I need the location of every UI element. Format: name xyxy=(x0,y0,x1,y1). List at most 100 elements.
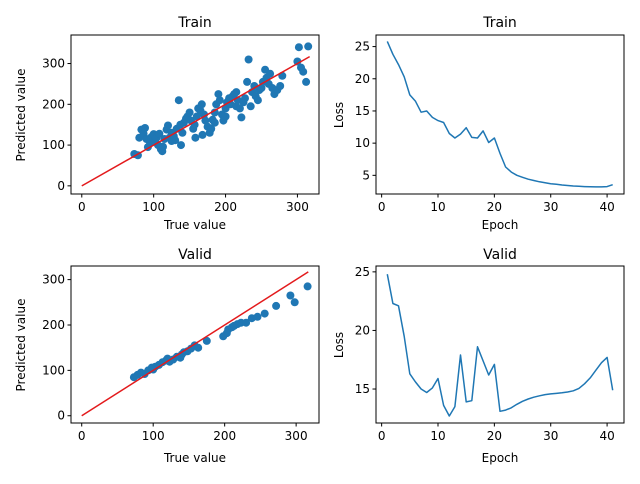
train-loss-axes-frame xyxy=(375,34,625,195)
train-scatter-point xyxy=(178,128,187,137)
valid-scatter-reference-line xyxy=(81,271,309,417)
train-loss-xtick-label: 30 xyxy=(543,200,558,214)
valid-scatter-ytick-label: 300 xyxy=(42,273,65,287)
train-scatter-xtick-label: 100 xyxy=(142,200,165,214)
train-scatter-point xyxy=(221,112,230,121)
valid-scatter-xlabel: True value xyxy=(163,451,226,465)
train-scatter-point xyxy=(304,42,313,51)
valid-scatter-point xyxy=(260,309,269,318)
valid-scatter-xtick-label: 100 xyxy=(142,429,165,443)
valid-loss-yticks: 15 20 25 xyxy=(355,265,376,396)
train-loss-marks xyxy=(386,41,613,188)
train-scatter-point xyxy=(299,67,308,76)
train-scatter-point xyxy=(192,112,201,121)
train-scatter-point xyxy=(294,43,303,52)
train-scatter-point xyxy=(246,102,255,111)
valid-scatter-point xyxy=(290,298,299,307)
train-scatter-point xyxy=(293,57,302,66)
train-scatter-xtick-label: 0 xyxy=(78,200,86,214)
train-scatter-point xyxy=(200,110,208,119)
valid-scatter-point xyxy=(272,301,281,310)
valid-scatter-title: Valid xyxy=(178,247,212,263)
train-scatter-point xyxy=(210,118,219,127)
valid-scatter-ylabel: Predicted value xyxy=(14,299,28,392)
train-scatter-point xyxy=(244,55,253,64)
train-loss-xtick-label: 0 xyxy=(378,200,386,214)
train-scatter-point xyxy=(253,96,262,105)
train-scatter-point xyxy=(215,96,224,105)
valid-scatter-point xyxy=(253,312,262,321)
train-loss-xticks: 0 10 20 30 40 xyxy=(378,194,615,214)
valid-scatter-point xyxy=(242,318,251,327)
train-scatter-point xyxy=(141,124,149,132)
valid-loss-ytick-label: 25 xyxy=(355,265,370,279)
panel-train-loss: 0 10 20 30 40 5 10 15 20 25 Train Epoch Loss xyxy=(332,15,625,232)
valid-loss-xtick-label: 0 xyxy=(378,429,386,443)
train-scatter-title: Train xyxy=(177,15,212,31)
valid-scatter-point xyxy=(303,282,312,291)
train-scatter-point xyxy=(232,88,241,97)
valid-loss-axes-frame xyxy=(375,265,625,424)
train-scatter-point xyxy=(155,129,164,138)
valid-scatter-xtick-label: 0 xyxy=(78,429,86,443)
valid-scatter-yticks: 0 100 200 300 xyxy=(42,273,71,423)
train-scatter-xtick-label: 200 xyxy=(214,200,237,214)
train-scatter-point xyxy=(237,113,246,122)
train-scatter-point xyxy=(241,94,249,103)
train-scatter-point xyxy=(276,82,285,90)
valid-scatter-ytick-label: 200 xyxy=(42,318,65,332)
train-loss-xtick-label: 20 xyxy=(487,200,502,214)
train-scatter-point xyxy=(257,84,266,92)
train-loss-ytick-label: 15 xyxy=(355,104,370,118)
valid-loss-xticks: 0 10 20 30 40 xyxy=(378,423,615,443)
train-scatter-marks xyxy=(81,42,313,187)
train-scatter-point xyxy=(177,141,185,150)
valid-loss-xlabel: Epoch xyxy=(482,451,519,465)
train-loss-yticks: 5 10 15 20 25 xyxy=(355,40,376,182)
train-loss-ytick-label: 20 xyxy=(355,72,370,86)
train-scatter-yticks: 0 100 200 300 xyxy=(42,57,71,193)
valid-loss-title: Valid xyxy=(483,247,517,263)
valid-scatter-xtick-label: 200 xyxy=(213,429,236,443)
valid-scatter-ytick-label: 0 xyxy=(57,409,65,423)
train-scatter-reference-line xyxy=(81,55,311,187)
train-scatter-point xyxy=(207,124,216,133)
valid-loss-xtick-label: 30 xyxy=(543,429,558,443)
panel-valid-scatter: 0 100 200 300 0 100 200 300 Valid True value P… xyxy=(14,247,320,465)
train-scatter-point xyxy=(167,137,176,145)
train-scatter-ylabel: Predicted value xyxy=(14,69,28,162)
train-scatter-point xyxy=(198,130,207,139)
panel-train-scatter: 0 100 200 300 0 100 200 300 Train True value P… xyxy=(14,15,320,232)
train-scatter-xlabel: True value xyxy=(163,218,226,232)
train-scatter-ytick-label: 100 xyxy=(42,138,65,152)
train-scatter-point xyxy=(185,108,194,117)
train-scatter-axes-frame xyxy=(70,34,320,195)
valid-loss-ytick-label: 20 xyxy=(355,323,370,337)
train-loss-xtick-label: 10 xyxy=(430,200,445,214)
train-scatter-ytick-label: 300 xyxy=(42,57,65,71)
valid-scatter-marks xyxy=(81,271,312,417)
valid-scatter-xticks: 0 100 200 300 xyxy=(78,423,308,443)
train-loss-title: Train xyxy=(482,15,517,31)
train-loss-ytick-label: 5 xyxy=(362,168,370,182)
train-loss-ytick-label: 25 xyxy=(355,40,370,54)
valid-loss-ytick-label: 15 xyxy=(355,382,370,396)
train-scatter-point xyxy=(243,77,252,86)
valid-scatter-point xyxy=(177,350,186,359)
panel-valid-loss: 0 10 20 30 40 15 20 25 Valid Epoch Loss xyxy=(332,247,625,465)
train-scatter-point xyxy=(159,142,167,151)
train-loss-ylabel: Loss xyxy=(332,102,346,128)
valid-loss-marks xyxy=(386,274,614,417)
train-scatter-point xyxy=(302,77,311,86)
train-scatter-point xyxy=(210,108,219,117)
valid-scatter-axes-frame xyxy=(70,265,320,424)
train-scatter-point xyxy=(197,100,206,109)
train-scatter-point xyxy=(164,121,172,130)
valid-loss-xtick-label: 20 xyxy=(487,429,502,443)
train-scatter-point xyxy=(235,104,244,113)
train-scatter-point xyxy=(266,69,275,78)
valid-scatter-xtick-label: 300 xyxy=(285,429,308,443)
train-scatter-point xyxy=(174,96,183,105)
